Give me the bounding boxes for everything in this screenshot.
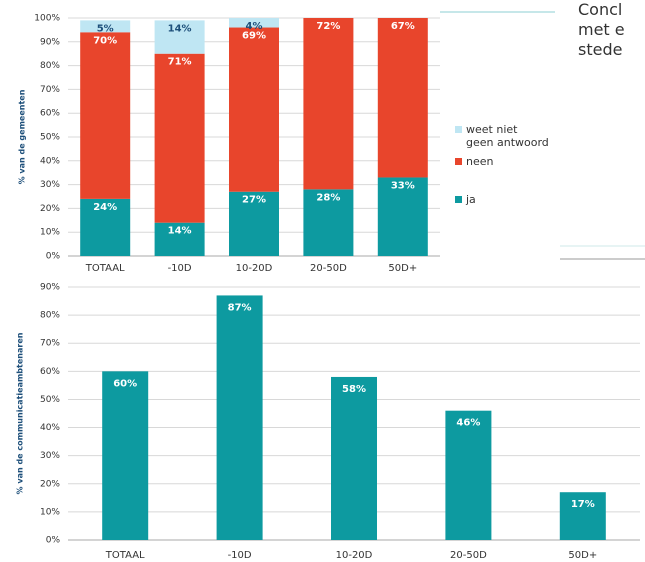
legend-swatch bbox=[455, 158, 462, 165]
bar bbox=[331, 376, 377, 540]
y-tick-label: 30% bbox=[40, 451, 60, 461]
value-label: 46% bbox=[456, 418, 480, 429]
bar-segment bbox=[229, 191, 279, 256]
value-label: 4% bbox=[246, 21, 263, 32]
x-tick-label: 20-50D bbox=[310, 263, 347, 274]
y-tick-label: 80% bbox=[40, 61, 60, 71]
y-axis-label: % van de communicatieambtenaren bbox=[16, 332, 25, 494]
bar-segment bbox=[229, 18, 279, 28]
y-tick-label: 40% bbox=[40, 156, 60, 166]
y-tick-label: 70% bbox=[40, 339, 60, 349]
x-tick-label: TOTAAL bbox=[105, 550, 145, 561]
bar-segment bbox=[154, 53, 205, 223]
value-label: 33% bbox=[391, 180, 415, 191]
value-label: 87% bbox=[228, 302, 252, 313]
y-tick-label: 10% bbox=[40, 507, 60, 517]
x-tick-label: 50D+ bbox=[568, 550, 597, 561]
bar-segment bbox=[154, 20, 205, 54]
value-label: 71% bbox=[168, 57, 192, 68]
value-label: 69% bbox=[242, 31, 266, 42]
x-tick-label: TOTAAL bbox=[85, 263, 125, 274]
bar bbox=[216, 295, 263, 540]
y-tick-label: 50% bbox=[40, 395, 60, 405]
side-text: stede bbox=[578, 40, 623, 59]
bar-segment bbox=[377, 177, 428, 256]
value-label: 17% bbox=[571, 499, 595, 510]
y-tick-label: 0% bbox=[46, 536, 61, 546]
y-tick-label: 90% bbox=[40, 283, 60, 293]
value-label: 24% bbox=[93, 202, 117, 213]
bar bbox=[559, 492, 606, 540]
y-tick-label: 80% bbox=[40, 311, 60, 321]
bar-segment bbox=[229, 27, 279, 192]
y-tick-label: 60% bbox=[40, 109, 60, 119]
y-tick-label: 10% bbox=[40, 228, 60, 238]
side-text: met e bbox=[578, 20, 625, 39]
x-tick-label: -10D bbox=[168, 263, 192, 274]
value-label: 70% bbox=[93, 35, 117, 46]
bar-segment bbox=[303, 18, 354, 190]
y-tick-label: 30% bbox=[40, 180, 60, 190]
y-tick-label: 60% bbox=[40, 367, 60, 377]
y-tick-label: 90% bbox=[40, 37, 60, 47]
y-tick-label: 20% bbox=[40, 204, 60, 214]
legend-label: weet niet geen antwoord bbox=[466, 123, 549, 149]
y-tick-label: 70% bbox=[40, 85, 60, 95]
x-tick-label: 20-50D bbox=[450, 550, 487, 561]
x-tick-label: 10-20D bbox=[336, 550, 373, 561]
legend-label: neen bbox=[466, 155, 494, 168]
value-label: 67% bbox=[391, 21, 415, 32]
y-tick-label: 40% bbox=[40, 423, 60, 433]
value-label: 58% bbox=[342, 384, 366, 395]
bar-segment bbox=[303, 189, 354, 256]
value-label: 14% bbox=[168, 23, 192, 34]
legend-swatch bbox=[455, 196, 462, 203]
y-tick-label: 0% bbox=[46, 252, 61, 262]
legend-label: ja bbox=[466, 193, 476, 206]
bar-segment bbox=[80, 198, 131, 256]
y-tick-label: 20% bbox=[40, 479, 60, 489]
x-tick-label: -10D bbox=[228, 550, 252, 561]
bar-segment bbox=[377, 18, 428, 178]
value-label: 5% bbox=[97, 23, 114, 34]
y-tick-label: 50% bbox=[40, 133, 60, 143]
y-axis-label: % van de gemeenten bbox=[18, 89, 27, 184]
legend-swatch bbox=[455, 126, 462, 133]
x-tick-label: 50D+ bbox=[388, 263, 417, 274]
value-label: 14% bbox=[168, 226, 192, 237]
bar-segment bbox=[80, 20, 131, 33]
side-text: Concl bbox=[578, 0, 623, 19]
value-label: 72% bbox=[316, 21, 340, 32]
value-label: 60% bbox=[113, 378, 137, 389]
bar-segment bbox=[80, 32, 131, 199]
bar bbox=[445, 410, 492, 540]
value-label: 27% bbox=[242, 195, 266, 206]
value-label: 28% bbox=[316, 192, 340, 203]
y-tick-label: 100% bbox=[34, 14, 60, 24]
x-tick-label: 10-20D bbox=[236, 263, 273, 274]
bar-segment bbox=[154, 222, 205, 256]
bar bbox=[102, 371, 149, 540]
